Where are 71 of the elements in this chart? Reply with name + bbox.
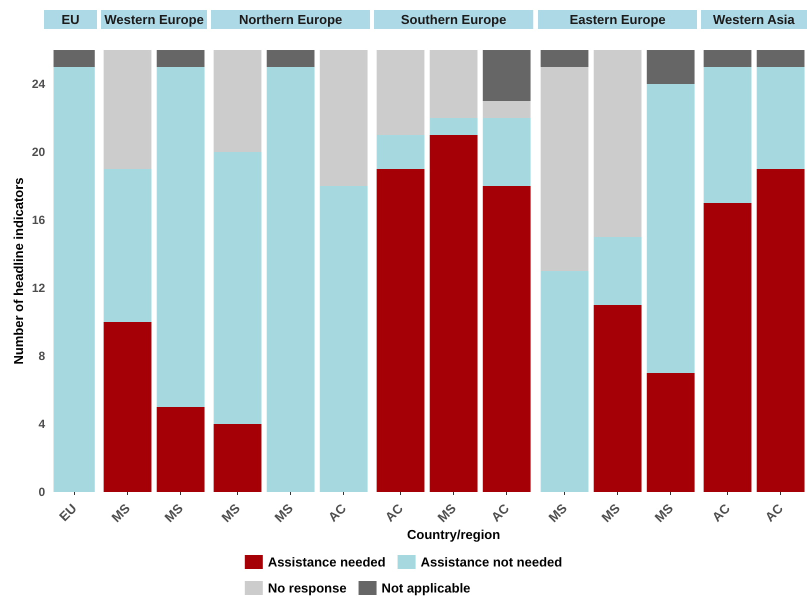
bar [646,373,694,492]
bar [483,118,531,186]
bar [430,118,478,135]
y-tick-label: 8 [38,349,46,363]
y-tick-label: 16 [32,213,46,227]
y-tick-label: 20 [32,145,46,159]
bar [703,67,752,203]
bar [214,50,262,152]
x-tick-label: MS [651,500,676,526]
chart-title: Western Europe [104,12,204,27]
bar [104,169,152,322]
bar [156,67,205,407]
bar [703,203,752,492]
y-tick-label: 0 [38,485,46,499]
bar [430,135,478,492]
bar [756,169,804,492]
legend-label: Not applicable [382,580,470,596]
bar [540,67,588,271]
x-tick-label: EU [56,500,80,524]
bar [320,186,368,492]
bar [377,169,425,492]
bar [756,50,804,67]
x-tick-label: AC [762,500,786,525]
x-axis-title: Country/region [407,527,501,542]
bar [214,424,262,492]
x-tick-label: MS [108,500,134,526]
bar [593,50,642,237]
bar [703,50,752,67]
y-tick-label: 4 [38,417,46,431]
x-tick-label: MS [434,500,460,526]
bar [104,322,152,492]
x-tick-label: AC [488,500,513,525]
bar [320,50,368,186]
chart-title: Northern Europe [239,12,342,27]
bar [540,271,588,492]
bar [483,101,531,118]
x-tick-label: AC [708,500,734,525]
bar [266,67,315,492]
y-tick-label: 12 [32,281,46,295]
chart-title: Eastern Europe [569,12,666,27]
bar [377,50,425,135]
bar [430,50,478,118]
bar [646,84,694,373]
bar [156,50,205,67]
bar [593,237,642,305]
x-tick-label: MS [218,500,244,526]
x-tick-label: AC [325,500,350,525]
bar [756,67,804,169]
bar [377,135,425,169]
bar [156,407,205,492]
bar [483,186,531,492]
chart-title: EU [62,12,80,27]
chart-title: Western Asia [712,12,796,27]
x-tick-label: AC [382,500,407,525]
y-axis-title: Number of headline indicators [11,177,26,365]
legend-label: No response [268,580,347,596]
x-tick-label: MS [272,500,296,526]
y-tick-label: 24 [32,77,46,91]
legend-label: Assistance needed [268,554,386,570]
bar [593,305,642,492]
chart-title: Southern Europe [401,12,507,27]
x-tick-label: MS [598,500,623,526]
bar [540,50,588,67]
bar [266,50,315,67]
bar [646,50,694,84]
bar [483,50,531,101]
bar [214,152,262,424]
x-tick-label: MS [162,500,186,526]
legend-label: Assistance not needed [420,554,562,570]
x-tick-label: MS [545,500,570,526]
bar [104,50,152,169]
